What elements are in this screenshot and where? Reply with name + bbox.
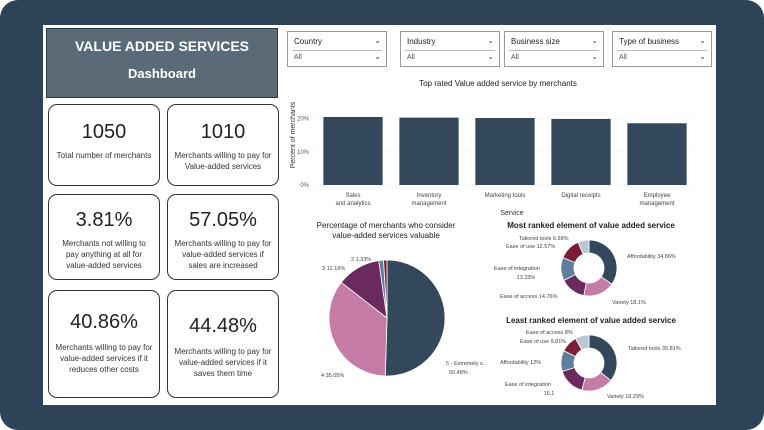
bar-chart-ylabel: Percent of merchants	[290, 101, 297, 168]
divider	[292, 50, 382, 51]
kpi-card-reduces-costs: 40.86% Merchants willing to pay for valu…	[48, 290, 160, 398]
kpi-value: 1010	[200, 121, 246, 143]
kpi-card-not-willing: 3.81% Merchants not willing to pay anyth…	[48, 194, 160, 280]
kpi-label: Total number of merchants	[56, 151, 152, 160]
donut-label: Variety 18.29%	[607, 394, 644, 400]
slicer-value: All	[294, 54, 302, 61]
donut-label: 13.33%	[517, 275, 536, 281]
donut-label: Ease of integration	[505, 382, 551, 388]
donut-label: Affordability 34.86%	[627, 254, 676, 260]
donut-label: Ease of access 8%	[526, 330, 573, 336]
x-tick-label: Marketing tools	[485, 193, 526, 199]
pie-label: 2 1.33%	[351, 257, 371, 263]
page-subtitle: Dashboard	[128, 66, 196, 81]
pie-label-pct: 50.48%	[449, 370, 468, 376]
divider	[617, 50, 707, 51]
y-tick-label: 20%	[297, 117, 310, 123]
slicer-label: Country	[294, 37, 323, 46]
pie-slice	[384, 259, 446, 377]
bar	[551, 118, 611, 185]
kpi-value: 3.81%	[75, 209, 133, 231]
slicer-value: All	[511, 54, 519, 61]
bar	[627, 123, 687, 185]
chevron-down-icon[interactable]: ⌄	[591, 52, 598, 61]
kpi-value: 40.86%	[70, 311, 138, 333]
slicer-business-size[interactable]: Business size ⌄ All ⌄	[504, 31, 604, 67]
donut-label: 16.1	[544, 391, 555, 397]
pie-label: 3 12.19%	[322, 266, 345, 272]
kpi-label: Merchants willing to pay for Value-added…	[174, 151, 272, 171]
donut-slice	[577, 239, 590, 255]
donut-slice	[588, 334, 618, 382]
kpi-card-willing-to-pay: 1010 Merchants willing to pay for Value-…	[167, 104, 279, 186]
slicer-type-of-business[interactable]: Type of business ⌄ All ⌄	[612, 31, 712, 67]
chevron-down-icon[interactable]: ⌄	[699, 52, 706, 61]
x-tick-label-line2: and analytics	[335, 201, 370, 207]
kpi-label: Merchants willing to pay for value-added…	[174, 347, 272, 378]
x-tick-label-line2: management	[639, 201, 674, 207]
donut-label: Tailored tools 6.38%	[519, 236, 569, 242]
y-tick-label: 10%	[297, 150, 310, 156]
donut-least-title: Least ranked element of value added serv…	[506, 316, 676, 325]
donut-label: Ease of access 14.76%	[500, 294, 558, 300]
x-tick-label-line2: management	[411, 201, 446, 207]
x-tick-label: Sales and analytics	[335, 193, 370, 207]
bar-chart-title: Top rated Value added service by merchan…	[419, 79, 577, 88]
chevron-down-icon[interactable]: ⌄	[374, 52, 381, 61]
kpi-value: 1050	[81, 121, 127, 143]
divider	[405, 50, 495, 51]
x-tick-label: Employee management	[639, 193, 674, 207]
chevron-down-icon[interactable]: ⌄	[699, 36, 706, 45]
donut-label: Variety 18.1%	[612, 300, 646, 306]
pie-chart-title-line1: Percentage of merchants who consider	[317, 221, 456, 230]
donut-label: Ease of use 9.81%	[520, 339, 566, 345]
pie-slice	[383, 259, 388, 319]
chevron-down-icon[interactable]: ⌄	[487, 52, 494, 61]
kpi-label: Merchants willing to pay for value-added…	[55, 343, 153, 374]
donut-most-title: Most ranked element of value added servi…	[507, 221, 675, 230]
bar	[475, 117, 535, 185]
slicer-country[interactable]: Country ⌄ All ⌄	[287, 31, 387, 67]
y-tick-label: 0%	[300, 183, 309, 189]
slicer-industry[interactable]: Industry ⌄ All ⌄	[400, 31, 500, 67]
pie-slice	[328, 281, 388, 377]
kpi-card-sales-increased: 57.05% Merchants willing to pay for valu…	[167, 194, 279, 280]
donut-label: Ease of integration	[494, 266, 540, 272]
donut-label: Affordability 12%	[500, 360, 541, 366]
divider	[509, 50, 599, 51]
page-title: VALUE ADDED SERVICES	[75, 38, 249, 54]
kpi-value: 57.05%	[189, 209, 257, 231]
slicer-value: All	[407, 54, 415, 61]
kpi-label: Merchants not willing to pay anything at…	[62, 239, 146, 270]
pie-chart-title-line2: value-added services valuable	[332, 231, 440, 240]
donut-label: Ease of use 12.57%	[506, 244, 555, 250]
kpi-card-total-merchants: 1050 Total number of merchants	[48, 104, 160, 186]
donut-slice	[561, 366, 586, 391]
title-card: VALUE ADDED SERVICES Dashboard	[46, 28, 278, 98]
pie-label: 4 35.05%	[321, 373, 344, 379]
donut-slice	[574, 334, 590, 351]
slicer-label: Business size	[511, 37, 560, 46]
x-tick-label: Digital receipts	[561, 193, 600, 199]
bar	[399, 117, 459, 185]
chevron-down-icon[interactable]: ⌄	[591, 36, 598, 45]
bar	[323, 116, 383, 185]
kpi-label: Merchants willing to pay for value-added…	[174, 239, 272, 270]
kpi-card-saves-time: 44.48% Merchants willing to pay for valu…	[167, 290, 279, 398]
x-tick-label: Inventory management	[411, 193, 446, 207]
pie-label: 5 - Extremely v...	[446, 361, 487, 367]
slicer-label: Type of business	[619, 37, 680, 46]
bar-chart-xlabel: Service	[500, 210, 523, 217]
kpi-value: 44.48%	[189, 315, 257, 337]
chevron-down-icon[interactable]: ⌄	[374, 36, 381, 45]
donut-label: Tailored tools 35.81%	[628, 346, 681, 352]
slicer-value: All	[619, 54, 627, 61]
chevron-down-icon[interactable]: ⌄	[487, 36, 494, 45]
slicer-label: Industry	[407, 37, 436, 46]
